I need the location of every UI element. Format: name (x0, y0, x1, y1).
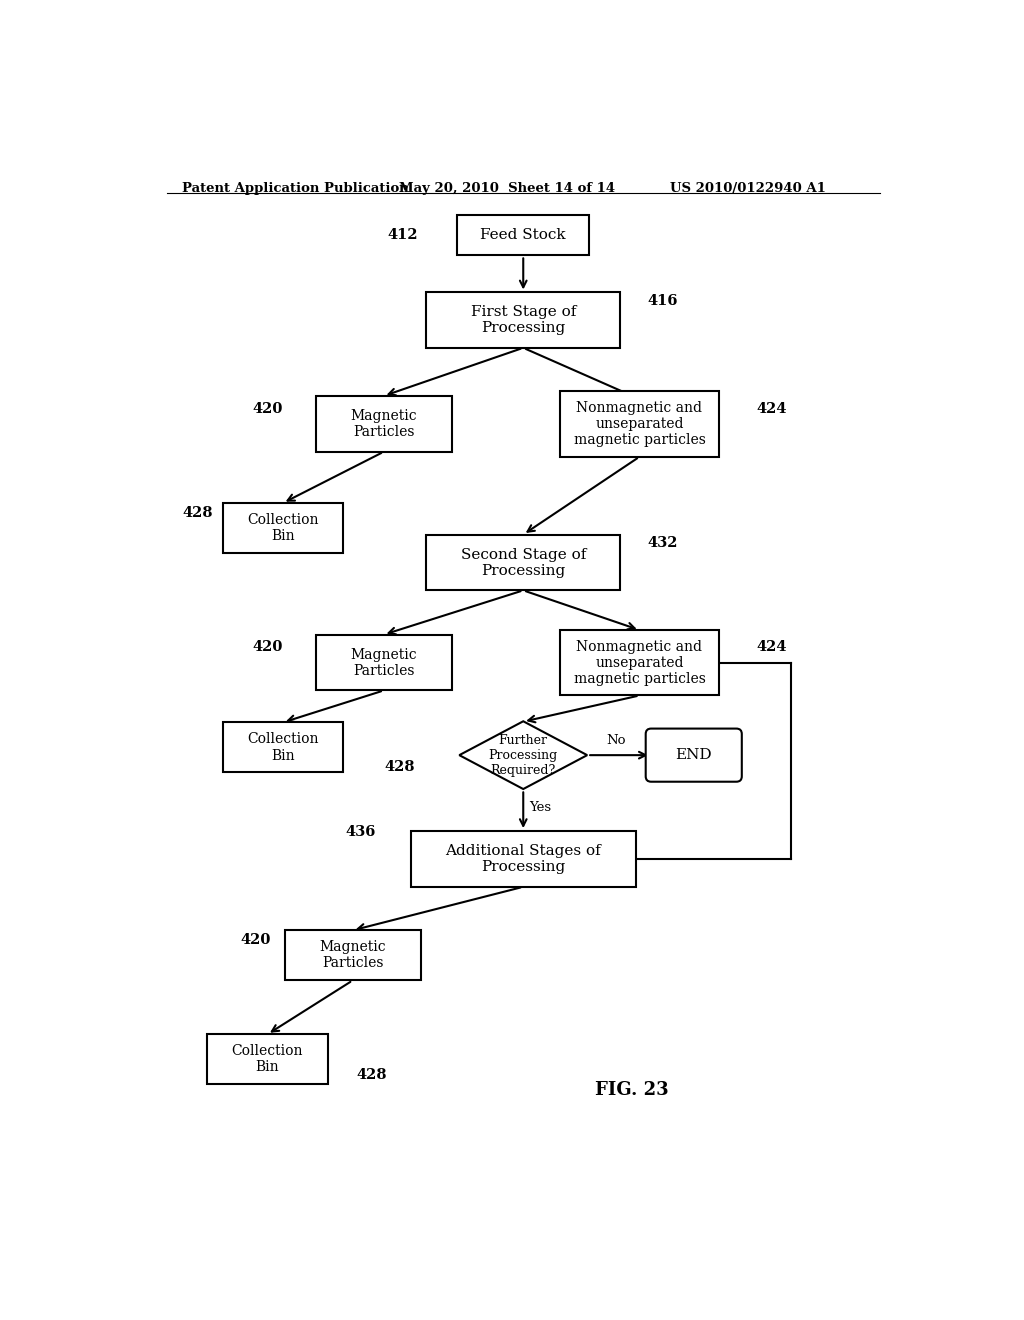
Text: Magnetic
Particles: Magnetic Particles (319, 940, 386, 970)
Text: Second Stage of
Processing: Second Stage of Processing (461, 548, 586, 578)
Text: 424: 424 (756, 401, 786, 416)
Text: Magnetic
Particles: Magnetic Particles (350, 409, 417, 440)
Text: May 20, 2010  Sheet 14 of 14: May 20, 2010 Sheet 14 of 14 (399, 182, 615, 194)
Text: First Stage of
Processing: First Stage of Processing (471, 305, 575, 335)
Text: Feed Stock: Feed Stock (480, 228, 566, 243)
FancyBboxPatch shape (646, 729, 741, 781)
Text: 428: 428 (182, 506, 213, 520)
FancyBboxPatch shape (285, 931, 421, 981)
Text: No: No (606, 734, 626, 747)
Polygon shape (460, 721, 587, 789)
Text: END: END (676, 748, 712, 762)
Text: FIG. 23: FIG. 23 (595, 1081, 669, 1100)
Text: Yes: Yes (529, 801, 552, 814)
Text: Collection
Bin: Collection Bin (247, 513, 318, 543)
Text: 420: 420 (252, 640, 283, 655)
Text: 420: 420 (252, 401, 283, 416)
Text: Additional Stages of
Processing: Additional Stages of Processing (445, 843, 601, 874)
FancyBboxPatch shape (426, 535, 621, 590)
Text: 436: 436 (345, 825, 376, 840)
Text: 416: 416 (647, 294, 678, 308)
Text: Further
Processing
Required?: Further Processing Required? (488, 734, 558, 776)
FancyBboxPatch shape (426, 293, 621, 348)
Text: 428: 428 (357, 1068, 387, 1081)
FancyBboxPatch shape (411, 832, 636, 887)
FancyBboxPatch shape (458, 215, 589, 256)
Text: Patent Application Publication: Patent Application Publication (182, 182, 409, 194)
Text: 424: 424 (756, 640, 786, 655)
Text: US 2010/0122940 A1: US 2010/0122940 A1 (671, 182, 826, 194)
FancyBboxPatch shape (208, 1035, 328, 1084)
Text: 432: 432 (647, 536, 678, 550)
Text: Collection
Bin: Collection Bin (231, 1044, 303, 1074)
Text: Collection
Bin: Collection Bin (247, 733, 318, 763)
Text: 428: 428 (384, 760, 415, 774)
Text: 412: 412 (388, 228, 419, 243)
FancyBboxPatch shape (316, 396, 452, 451)
FancyBboxPatch shape (560, 391, 719, 457)
FancyBboxPatch shape (223, 722, 343, 772)
Text: Nonmagnetic and
unseparated
magnetic particles: Nonmagnetic and unseparated magnetic par… (573, 640, 706, 686)
FancyBboxPatch shape (223, 503, 343, 553)
FancyBboxPatch shape (560, 630, 719, 696)
Text: Magnetic
Particles: Magnetic Particles (350, 648, 417, 678)
FancyBboxPatch shape (316, 635, 452, 690)
Text: Nonmagnetic and
unseparated
magnetic particles: Nonmagnetic and unseparated magnetic par… (573, 401, 706, 447)
Text: 420: 420 (241, 933, 271, 946)
